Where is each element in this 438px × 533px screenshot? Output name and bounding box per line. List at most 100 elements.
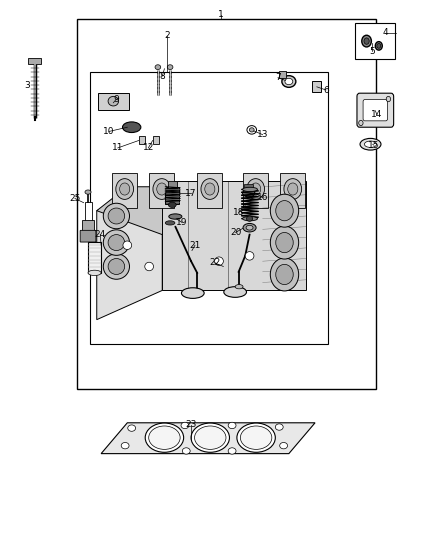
Ellipse shape: [165, 221, 175, 225]
Text: 5: 5: [369, 47, 374, 55]
Ellipse shape: [276, 264, 293, 285]
Polygon shape: [152, 136, 159, 144]
Ellipse shape: [249, 128, 254, 132]
Ellipse shape: [215, 257, 223, 265]
Text: 21: 21: [189, 241, 201, 250]
Polygon shape: [97, 187, 263, 235]
Ellipse shape: [243, 223, 256, 232]
Text: 16: 16: [257, 193, 268, 202]
Text: 7: 7: [275, 73, 281, 82]
Text: 22: 22: [209, 259, 220, 267]
Polygon shape: [28, 58, 41, 64]
Ellipse shape: [270, 226, 299, 259]
Text: 24: 24: [95, 230, 106, 239]
Ellipse shape: [205, 183, 215, 195]
Ellipse shape: [270, 194, 299, 227]
Ellipse shape: [191, 423, 230, 453]
Ellipse shape: [364, 141, 377, 148]
Ellipse shape: [167, 64, 173, 69]
Ellipse shape: [123, 122, 141, 133]
Text: 18: 18: [233, 208, 244, 217]
Ellipse shape: [194, 426, 226, 449]
Ellipse shape: [103, 203, 130, 229]
Ellipse shape: [240, 426, 272, 449]
Ellipse shape: [359, 120, 363, 126]
Text: 9: 9: [113, 94, 119, 103]
Text: 6: 6: [323, 85, 329, 94]
Ellipse shape: [108, 235, 125, 251]
Ellipse shape: [247, 216, 253, 221]
FancyBboxPatch shape: [80, 230, 96, 242]
Text: 12: 12: [143, 143, 154, 152]
Text: 8: 8: [159, 71, 165, 80]
Ellipse shape: [245, 252, 254, 260]
Text: 20: 20: [230, 228, 241, 237]
Ellipse shape: [280, 442, 288, 449]
Bar: [85, 201, 92, 223]
Text: 23: 23: [185, 421, 196, 430]
Polygon shape: [162, 181, 306, 290]
Ellipse shape: [237, 423, 276, 453]
Ellipse shape: [88, 270, 101, 276]
Ellipse shape: [153, 179, 171, 199]
Ellipse shape: [243, 216, 258, 221]
Text: 17: 17: [185, 189, 196, 198]
Bar: [243, 173, 268, 208]
Text: 25: 25: [69, 194, 81, 203]
Polygon shape: [101, 423, 315, 454]
Ellipse shape: [181, 422, 189, 429]
Text: 11: 11: [112, 143, 124, 152]
Bar: [311, 82, 321, 92]
Polygon shape: [139, 136, 145, 144]
Polygon shape: [97, 181, 162, 320]
Ellipse shape: [182, 448, 190, 454]
Bar: [82, 220, 94, 232]
Text: 1: 1: [218, 10, 224, 19]
Bar: [244, 183, 253, 190]
Bar: [279, 71, 286, 78]
Ellipse shape: [235, 285, 243, 289]
Ellipse shape: [282, 76, 296, 87]
Ellipse shape: [246, 225, 253, 230]
Ellipse shape: [145, 262, 153, 271]
Ellipse shape: [149, 426, 180, 449]
Ellipse shape: [228, 422, 236, 429]
FancyBboxPatch shape: [357, 93, 394, 127]
Text: 14: 14: [371, 110, 383, 119]
Ellipse shape: [360, 139, 381, 150]
Ellipse shape: [121, 442, 129, 449]
Ellipse shape: [108, 259, 125, 274]
Ellipse shape: [201, 179, 219, 199]
Ellipse shape: [362, 35, 371, 47]
Ellipse shape: [155, 64, 161, 69]
Ellipse shape: [108, 96, 119, 106]
Bar: [90, 72, 328, 344]
Bar: [355, 23, 396, 59]
Ellipse shape: [284, 179, 302, 199]
Bar: [280, 173, 305, 208]
Ellipse shape: [181, 288, 204, 298]
Bar: [112, 173, 138, 208]
Ellipse shape: [276, 200, 293, 221]
Ellipse shape: [276, 232, 293, 253]
Ellipse shape: [120, 183, 130, 195]
Ellipse shape: [270, 258, 299, 291]
Ellipse shape: [145, 423, 184, 453]
Ellipse shape: [375, 42, 382, 50]
Text: 13: 13: [257, 130, 268, 139]
Ellipse shape: [168, 202, 176, 207]
Ellipse shape: [103, 230, 130, 255]
Text: 19: 19: [176, 218, 187, 227]
Ellipse shape: [247, 126, 257, 134]
Ellipse shape: [85, 190, 91, 194]
Ellipse shape: [364, 38, 369, 44]
Text: 15: 15: [368, 141, 380, 150]
Ellipse shape: [128, 425, 136, 431]
Ellipse shape: [247, 179, 265, 199]
Ellipse shape: [288, 183, 298, 195]
Ellipse shape: [123, 241, 132, 249]
Ellipse shape: [243, 189, 255, 197]
Ellipse shape: [116, 179, 134, 199]
Text: 4: 4: [382, 28, 388, 37]
Bar: [197, 173, 223, 208]
